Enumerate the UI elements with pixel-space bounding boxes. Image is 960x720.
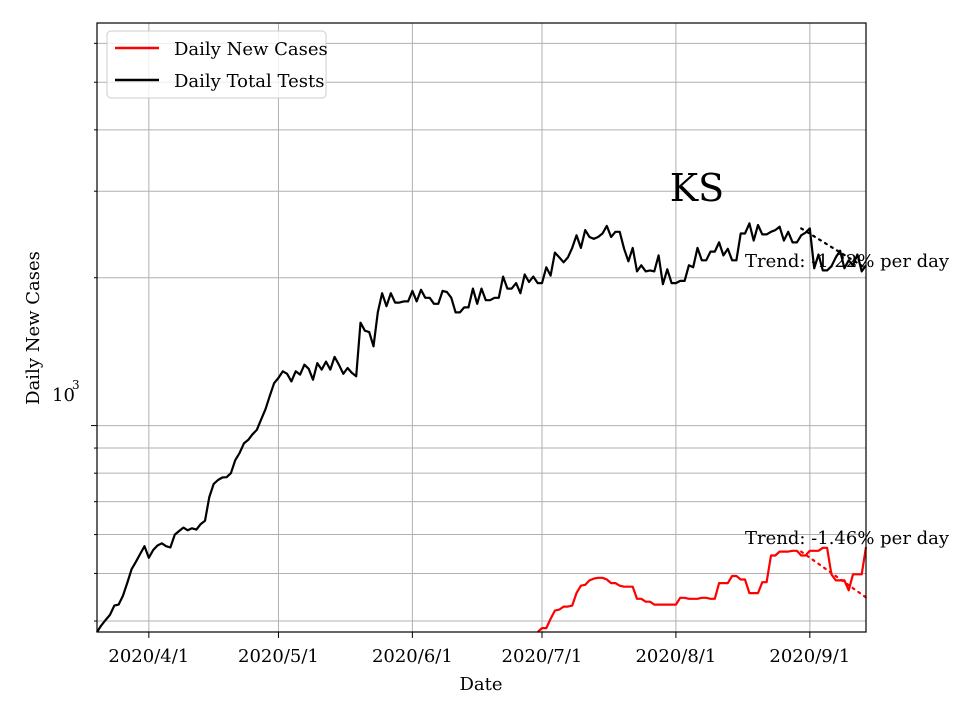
y-tick-exponent: 3 (72, 378, 80, 392)
axes-frame (96, 22, 867, 633)
x-tick-label: 2020/8/1 (635, 646, 716, 667)
y-tick-base: 10 (52, 385, 75, 406)
trend-lines (800, 227, 868, 599)
trend-annotation-tests: Trend: -1.22% per day (745, 251, 950, 272)
x-tick-label: 2020/9/1 (769, 646, 850, 667)
y-tick-label-1000: 10 3 (52, 378, 80, 406)
ticks: 2020/4/1 2020/5/1 2020/6/1 2020/7/1 2020/8/1… (91, 42, 850, 667)
y-axis-label: Daily New Cases (23, 251, 44, 405)
x-tick-label: 2020/7/1 (502, 646, 583, 667)
series-lines (96, 222, 868, 633)
x-tick-label: 2020/4/1 (108, 646, 189, 667)
trend-annotation-cases: Trend: -1.46% per day (745, 528, 950, 549)
series-line-daily-total-tests (96, 222, 867, 633)
state-label: KS (670, 166, 724, 210)
grid (97, 23, 866, 632)
series-line-daily-new-cases (536, 546, 868, 633)
trend-line-tests (800, 227, 868, 270)
trend-line-cases (800, 550, 868, 599)
legend: Daily New Cases Daily Total Tests (106, 30, 328, 99)
x-tick-label: 2020/6/1 (372, 646, 453, 667)
x-axis-label: Date (459, 674, 502, 695)
legend-label-cases: Daily New Cases (174, 39, 328, 60)
x-tick-label: 2020/5/1 (238, 646, 319, 667)
legend-box (106, 30, 327, 99)
legend-label-tests: Daily Total Tests (174, 71, 324, 92)
